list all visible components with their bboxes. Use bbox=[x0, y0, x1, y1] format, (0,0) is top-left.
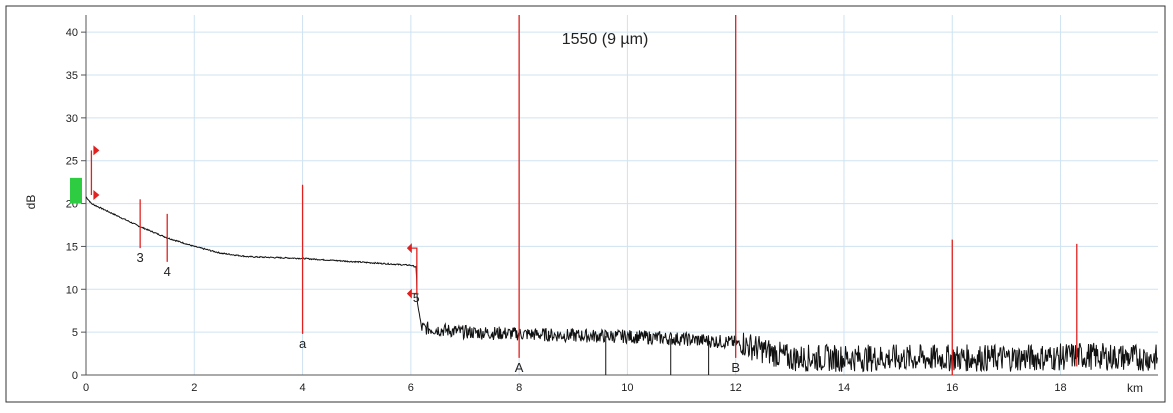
y-tick-label: 30 bbox=[66, 113, 78, 125]
x-axis-unit: km bbox=[1127, 381, 1143, 395]
trace-layer bbox=[85, 196, 1158, 375]
event-marker-label: 3 bbox=[137, 250, 144, 265]
y-tick-label: 35 bbox=[66, 70, 78, 82]
x-tick-label: 6 bbox=[408, 382, 414, 394]
y-tick-label: 40 bbox=[66, 27, 78, 39]
section-label: 5 bbox=[413, 291, 420, 305]
x-tick-label: 4 bbox=[300, 382, 306, 394]
y-tick-label: 15 bbox=[66, 241, 78, 253]
y-tick-label: 10 bbox=[66, 284, 78, 296]
event-marker-label: a bbox=[299, 336, 307, 351]
x-tick-label: 10 bbox=[621, 382, 633, 394]
event-marker-label: 4 bbox=[164, 264, 171, 279]
event-markers: 3 4 a A B 5 bbox=[70, 15, 1078, 375]
event-marker-label: B bbox=[731, 360, 740, 375]
chart-title: 1550 (9 µm) bbox=[562, 31, 649, 48]
x-tick-label: 0 bbox=[83, 382, 89, 394]
x-tick-label: 14 bbox=[838, 382, 850, 394]
section-arrow-bottom bbox=[406, 288, 412, 299]
x-tick-label: 8 bbox=[516, 382, 522, 394]
x-tick-label: 18 bbox=[1054, 382, 1066, 394]
launch-block bbox=[70, 177, 82, 204]
y-tick-label: 5 bbox=[72, 327, 78, 339]
event-marker-label: A bbox=[515, 360, 524, 375]
launch-arrow-bottom bbox=[93, 190, 100, 200]
x-tick-label: 16 bbox=[946, 382, 958, 394]
section-bracket bbox=[410, 247, 418, 295]
section-arrow-top bbox=[406, 243, 412, 254]
y-axis-label: dB bbox=[24, 195, 38, 210]
y-tick-label: 0 bbox=[72, 370, 78, 382]
x-tick-label: 12 bbox=[730, 382, 742, 394]
launch-arrow-top bbox=[93, 145, 100, 156]
y-tick-label: 25 bbox=[66, 156, 78, 168]
otdr-trace bbox=[85, 196, 1158, 373]
x-tick-label: 2 bbox=[191, 382, 197, 394]
